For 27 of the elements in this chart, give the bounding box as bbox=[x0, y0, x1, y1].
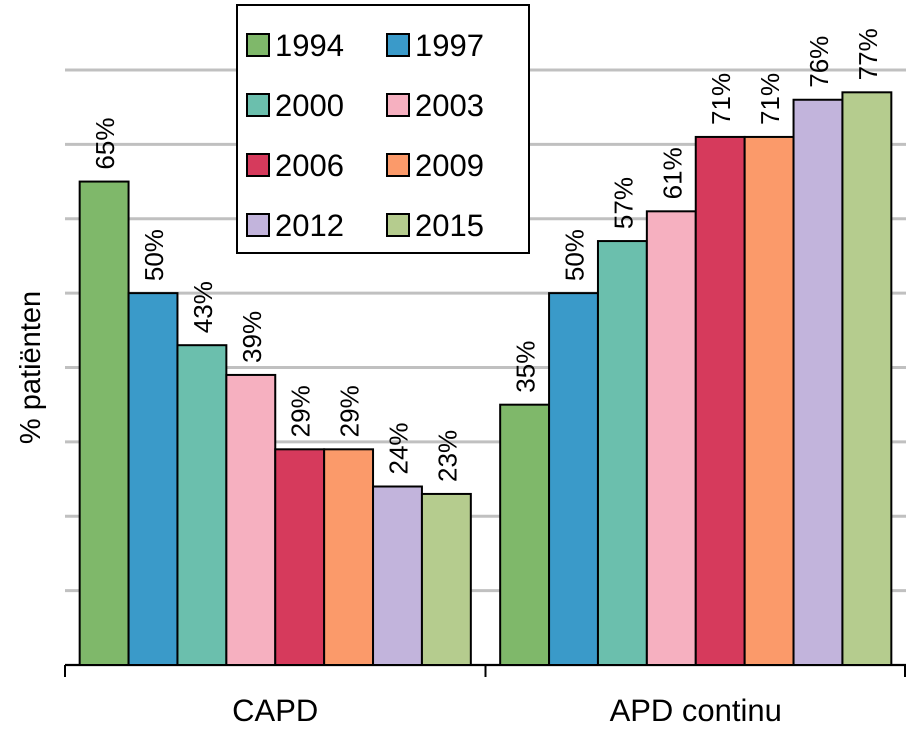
legend-label: 2003 bbox=[415, 88, 484, 123]
data-label: 29% bbox=[334, 385, 365, 438]
data-label: 39% bbox=[236, 310, 267, 363]
data-label: 50% bbox=[560, 229, 590, 282]
legend-label: 2009 bbox=[415, 148, 484, 183]
data-label: 29% bbox=[286, 385, 316, 438]
legend-label: 2015 bbox=[415, 208, 484, 243]
data-label: 71% bbox=[755, 72, 786, 125]
data-label: 50% bbox=[139, 229, 170, 282]
data-label: 35% bbox=[510, 340, 541, 393]
data-label: 61% bbox=[657, 147, 688, 200]
data-label: 76% bbox=[804, 36, 834, 88]
data-label: 23% bbox=[432, 430, 462, 482]
data-label: 71% bbox=[706, 72, 736, 125]
y-axis-title: % patiënten bbox=[15, 290, 47, 444]
legend-label: 2006 bbox=[275, 148, 344, 183]
data-label: 24% bbox=[383, 422, 414, 474]
legend-label: 2012 bbox=[275, 208, 344, 243]
legend-label: 1994 bbox=[275, 28, 344, 63]
x-tick-label: APD continu bbox=[610, 693, 782, 728]
data-label: 77% bbox=[852, 28, 883, 80]
x-tick-label: CAPD bbox=[232, 693, 318, 728]
data-label: 43% bbox=[188, 281, 218, 334]
data-label: 65% bbox=[90, 118, 120, 170]
legend-label: 1997 bbox=[415, 28, 484, 63]
legend-label: 2000 bbox=[275, 88, 344, 123]
data-label: 57% bbox=[608, 177, 638, 230]
